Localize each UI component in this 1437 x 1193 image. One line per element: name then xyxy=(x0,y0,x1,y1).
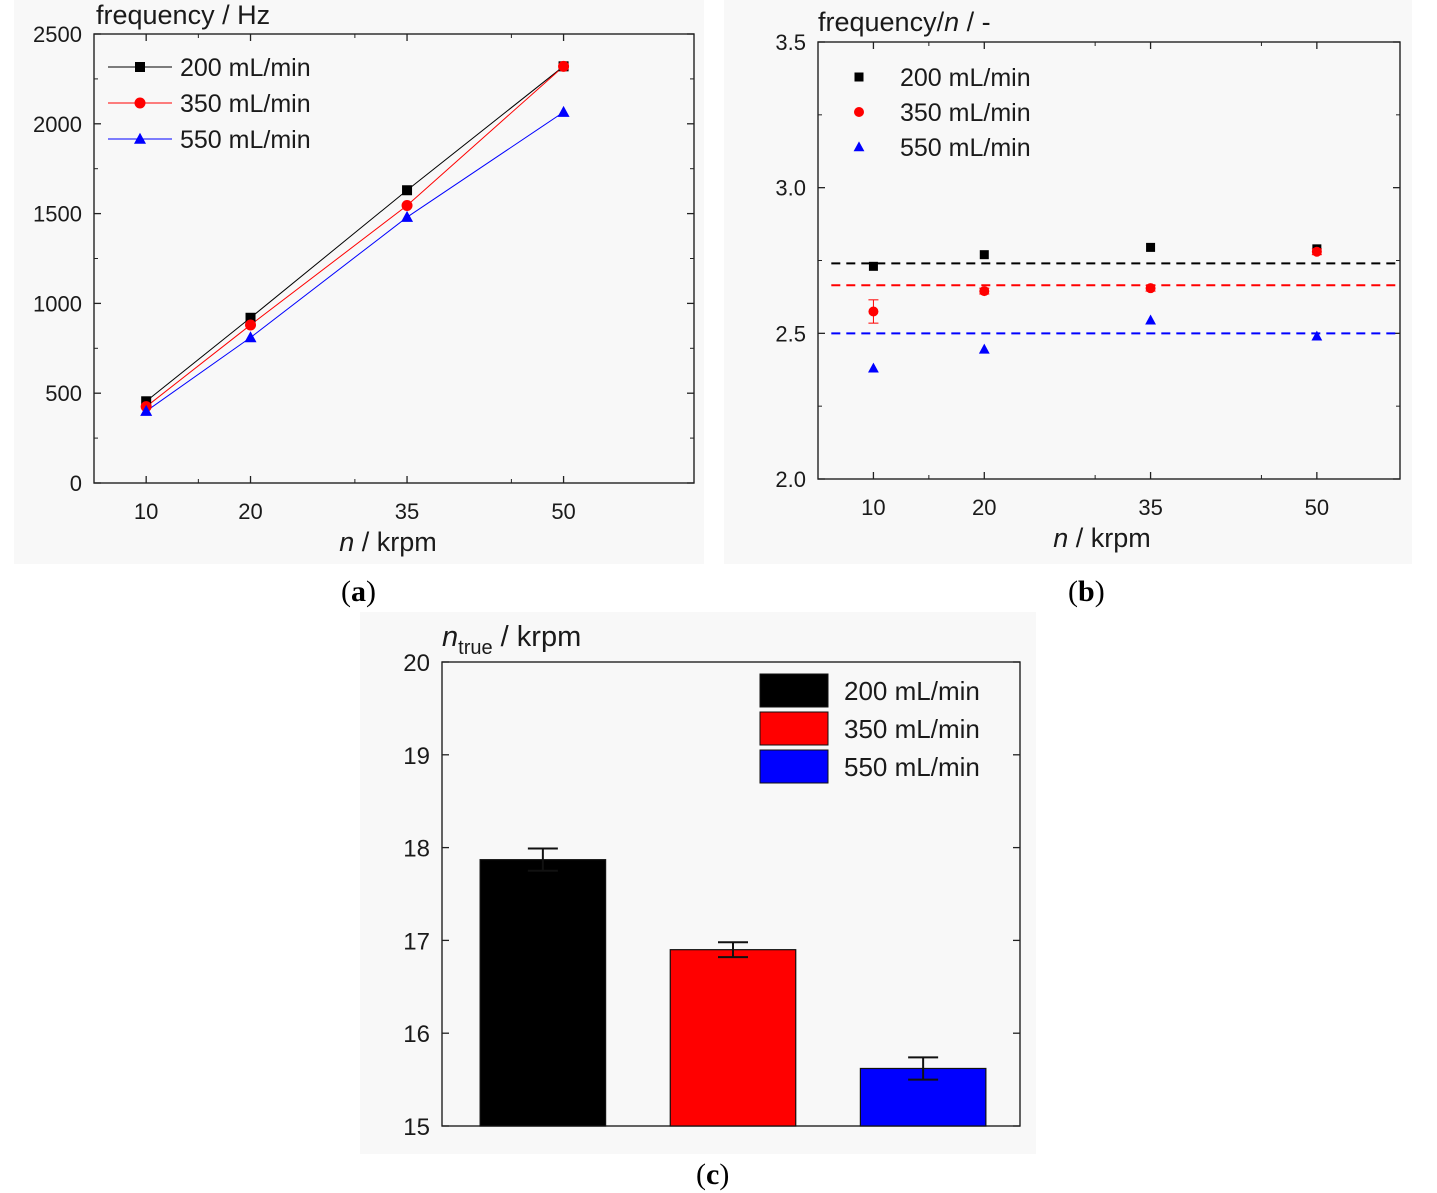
chart-a-series-2-point xyxy=(140,404,153,416)
chart-c-ylabel: ntrue / krpm xyxy=(442,621,581,659)
chart-a-series-2-point xyxy=(244,331,257,343)
chart-b-series-2-point xyxy=(1145,314,1156,325)
chart-a-panel: 0 500 1000 1500 2000 2500 10 20 35 50 frequency / … xyxy=(14,0,704,564)
chart-b-series-2-point xyxy=(1311,330,1323,341)
chart-b-series-0-point xyxy=(868,261,878,271)
chart-a-series-0-point xyxy=(245,312,256,323)
chart-b-legend-1-label: 350 mL/min xyxy=(900,99,1031,127)
chart-a-series-2-line xyxy=(145,111,564,412)
chart-c-legend-2-swatch xyxy=(759,749,829,784)
chart-a-xlabel-var: n xyxy=(339,527,354,557)
chart-a-ytick-label: 1500 xyxy=(33,202,82,227)
chart-b-legend-0-label: 200 mL/min xyxy=(900,64,1031,92)
chart-a-xtick-label: 20 xyxy=(238,499,262,524)
chart-c-ytick-label: 17 xyxy=(403,928,430,955)
chart-b-panel: 2.0 2.5 3.0 3.5 10 20 35 50 frequency/n / -n / k… xyxy=(724,0,1412,564)
chart-a-legend-2-marker xyxy=(134,132,146,144)
chart-b-xtick-label: 35 xyxy=(1138,495,1162,520)
chart-a-series-2-point xyxy=(557,105,570,117)
chart-a-xlabel-unit: / krpm xyxy=(354,527,437,557)
chart-a-legend-0-marker xyxy=(135,62,145,72)
chart-a-series-0-point xyxy=(402,185,413,196)
chart-a-legend-0-label: 200 mL/min xyxy=(180,54,311,82)
chart-b-series-1-point xyxy=(1311,246,1322,257)
chart-b-ylabel-var: n xyxy=(944,7,959,37)
chart-a-ytick-label: 500 xyxy=(45,381,82,406)
chart-c-ytick-label: 15 xyxy=(403,1114,430,1141)
chart-a-series-1-point xyxy=(558,60,570,72)
chart-a-legend-1-marker xyxy=(134,97,146,109)
chart-c-ylabel-var: n xyxy=(442,621,458,653)
chart-c-ytick-label: 18 xyxy=(403,836,430,863)
chart-a-legend-2-label: 550 mL/min xyxy=(180,126,311,154)
chart-a-xtick-label: 10 xyxy=(134,499,158,524)
chart-b-series-0-point xyxy=(1146,242,1156,252)
chart-a-series-1-point xyxy=(245,319,257,331)
caption-b: (b) xyxy=(1068,575,1105,608)
chart-b-series-2-point xyxy=(868,362,879,373)
chart-a: 0 500 1000 1500 2000 2500 10 20 35 50 frequency / … xyxy=(33,0,695,557)
chart-b-ytick-label: 2.5 xyxy=(775,321,806,346)
chart-a-ylabel: frequency / Hz xyxy=(96,0,270,30)
chart-a-xtick-label: 50 xyxy=(551,499,575,524)
chart-b-legend-1-marker xyxy=(854,107,864,117)
chart-c-legend-1-label: 350 mL/min xyxy=(844,714,980,744)
chart-a-xlabel: n / krpm xyxy=(339,527,437,557)
chart-c-bar-1 xyxy=(669,949,797,1127)
chart-b-ytick-label: 2.0 xyxy=(775,467,806,492)
chart-c-ylabel-subscript: true xyxy=(458,637,492,659)
chart-a-ytick-label: 2000 xyxy=(33,112,82,137)
chart-a-ytick-label: 2500 xyxy=(33,22,82,47)
chart-b-series-2-point xyxy=(978,343,990,354)
chart-b-xtick-label: 50 xyxy=(1305,495,1329,520)
caption-c: (c) xyxy=(696,1158,730,1191)
chart-c-ytick-label: 20 xyxy=(403,650,430,677)
chart-a-legend-1-label: 350 mL/min xyxy=(180,90,311,118)
chart-b-xlabel-unit: / krpm xyxy=(1068,523,1151,553)
chart-b-legend-2-label: 550 mL/min xyxy=(900,134,1031,162)
chart-c: 15 16 17 18 19 20 ntrue / krpm 200 mL/min 350 mL… xyxy=(403,621,1021,1141)
chart-b-xlabel: n / krpm xyxy=(1053,523,1151,553)
chart-a-ytick-label: 1000 xyxy=(33,291,82,316)
chart-a-series-0-line xyxy=(145,65,564,402)
chart-c-legend-1-swatch xyxy=(759,711,829,746)
caption-a: (a) xyxy=(341,575,376,608)
chart-c-legend-0-label: 200 mL/min xyxy=(844,676,980,706)
chart-b-series-1-point xyxy=(868,306,879,317)
chart-b-xtick-label: 10 xyxy=(861,495,885,520)
chart-b-ylabel-pre: frequency/ xyxy=(818,7,945,37)
chart-c-legend-0-swatch xyxy=(759,673,829,708)
chart-b-ytick-label: 3.5 xyxy=(775,30,806,55)
chart-a-xtick-label: 35 xyxy=(395,499,419,524)
chart-b-legend-2-marker xyxy=(853,141,865,152)
chart-c-legend-2-label: 550 mL/min xyxy=(844,752,980,782)
chart-a-ytick-label: 0 xyxy=(70,471,82,496)
chart-b-series-0-point xyxy=(979,250,989,260)
chart-b-xlabel-var: n xyxy=(1053,523,1068,553)
chart-c-ytick-label: 16 xyxy=(403,1021,430,1048)
chart-a-series-2-point xyxy=(401,210,414,222)
chart-c-ylabel-unit: / krpm xyxy=(493,621,582,653)
chart-c-panel: 15 16 17 18 19 20 ntrue / krpm 200 mL/min 350 mL… xyxy=(360,612,1036,1154)
chart-c-ytick-label: 19 xyxy=(403,743,430,770)
chart-b-series-1-point xyxy=(979,286,990,297)
chart-c-bar-0 xyxy=(479,859,607,1127)
chart-b-xtick-label: 20 xyxy=(972,495,996,520)
chart-a-series-1-point xyxy=(401,200,413,212)
chart-b-legend-0-marker xyxy=(854,72,864,82)
chart-a-series-1-line xyxy=(145,65,564,408)
chart-b-ylabel: frequency/n / - xyxy=(818,7,991,37)
chart-b-ytick-label: 3.0 xyxy=(775,176,806,201)
chart-b-series-1-point xyxy=(1145,283,1156,294)
chart-b-ylabel-post: / - xyxy=(959,7,991,37)
